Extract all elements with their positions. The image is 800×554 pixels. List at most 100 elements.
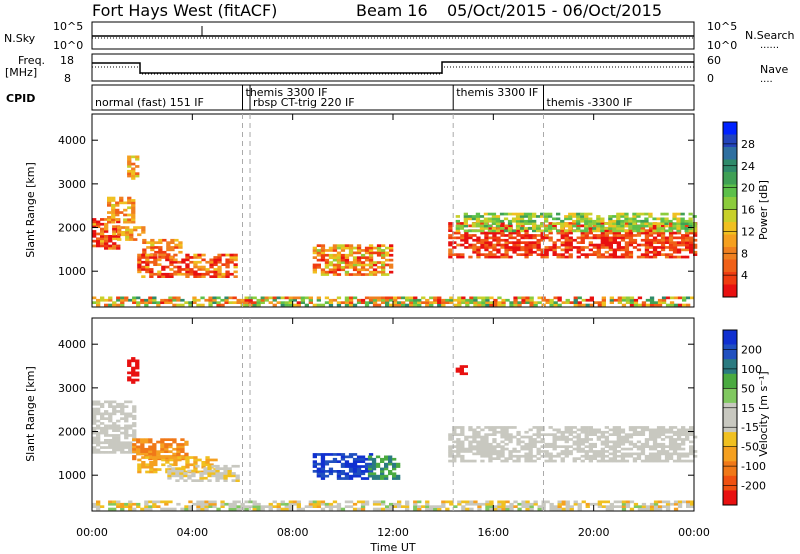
heatmap-cell [169,456,174,459]
heatmap-cell [384,467,389,471]
heatmap-cell [117,226,122,229]
heatmap-cell [465,301,470,304]
heatmap-cell [656,253,662,256]
heatmap-cell [393,502,398,506]
heatmap-cell [477,507,482,511]
heatmap-cell [681,452,686,456]
heatmap-cell [177,265,182,269]
heatmap-cell [112,424,117,428]
heatmap-cell [664,212,669,216]
heatmap-cell [162,238,167,242]
heatmap-cell [572,442,577,446]
heatmap-cell [475,219,481,223]
heatmap-cell [157,275,162,278]
heatmap-cell [612,253,617,256]
heatmap-cell [524,454,529,458]
heatmap-cell [516,231,521,235]
heatmap-cell [472,435,477,439]
heatmap-cell [111,204,116,207]
heatmap-cell [681,241,686,244]
heatmap-cell [213,258,218,262]
heatmap-cell [600,440,605,444]
heatmap-cell [459,372,464,376]
heatmap-cell [356,460,362,463]
heatmap-cell [336,261,342,264]
heatmap-cell [332,253,338,257]
heatmap-cell [496,430,501,434]
heatmap-cell [511,219,517,223]
heatmap-cell [589,303,594,307]
heatmap-cell [441,500,446,504]
heatmap-cell [664,454,670,458]
heatmap-cell [332,500,338,504]
heatmap-cell [316,251,321,255]
heatmap-cell [288,502,293,506]
heatmap-cell [364,465,370,468]
heatmap-cell [141,256,146,259]
heatmap-cell [484,426,489,429]
heatmap-cell [552,445,557,448]
heatmap-cell [557,507,562,511]
heatmap-cell [672,250,678,254]
heatmap-cell [161,256,166,259]
heatmap-cell [612,250,617,254]
heatmap-cell [656,457,662,460]
heatmap-cell [491,215,497,218]
heatmap-cell [125,228,130,232]
heatmap-cell [189,270,194,274]
heatmap-cell [360,266,366,269]
heatmap-cell [625,500,631,504]
heatmap-cell [644,248,650,252]
heatmap-cell [124,400,129,404]
heatmap-cell [344,298,350,302]
heatmap-cell [544,234,549,237]
heatmap-cell [604,227,609,230]
heatmap-cell [604,241,609,244]
heatmap-cell [268,296,273,300]
heatmap-cell [532,222,537,225]
heatmap-cell [476,452,481,456]
heatmap-cell [117,233,122,237]
heatmap-cell [392,472,397,476]
heatmap-cell [193,270,198,274]
heatmap-cell [164,455,169,458]
heatmap-cell [580,428,585,432]
heatmap-cell [576,248,581,252]
heatmap-cell [207,474,212,478]
heatmap-cell [224,502,229,506]
heatmap-cell [367,472,373,476]
heatmap-cell [223,479,228,482]
heatmap-cell [625,502,631,506]
heatmap-cell [552,241,557,244]
heatmap-cell [441,298,446,302]
heatmap-cell [200,505,205,508]
heatmap-cell [588,241,593,244]
heatmap-cell [628,440,634,444]
heatmap-cell [521,500,526,504]
heatmap-cell [488,250,493,254]
heatmap-cell [692,224,697,228]
heatmap-cell [664,430,670,434]
heatmap-cell [372,298,378,302]
heatmap-cell [552,428,557,432]
xtick-label: 04:00 [176,526,208,539]
heatmap-cell [149,465,154,469]
heatmap-cell [568,217,573,221]
heatmap-cell [612,457,617,460]
heatmap-cell [244,296,249,300]
heatmap-cell [520,241,525,244]
heatmap-cell [192,296,197,300]
heatmap-cell [471,224,477,228]
heatmap-cell [393,298,398,302]
heatmap-cell [92,402,97,406]
heatmap-cell [455,227,460,230]
heatmap-cell [177,272,182,276]
heatmap-cell [512,459,517,463]
heatmap-cell [232,502,237,506]
heatmap-cell [565,298,570,302]
heatmap-cell [497,296,502,300]
heatmap-cell [228,507,233,511]
heatmap-cell [185,265,190,269]
heatmap-cell [252,303,257,307]
heatmap-cell [184,440,189,444]
